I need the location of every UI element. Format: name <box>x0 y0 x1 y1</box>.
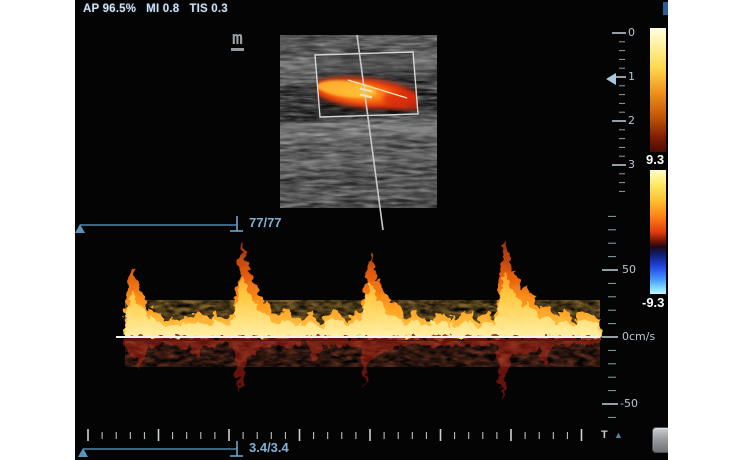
graphics-layer <box>75 32 626 457</box>
depth-label-0: 0 <box>628 26 635 39</box>
velocity-ruler <box>602 215 618 418</box>
caliper-bottom-label: 3.4/3.4 <box>249 440 289 455</box>
sweep-arrow-icon: ▲ <box>614 430 623 440</box>
color-flow-region <box>315 52 418 117</box>
baseline-label: 0cm/s <box>622 330 656 343</box>
ultrasound-display: AP 96.5% MI 0.8 TIS 0.3 m 0 1 2 3 9.3 -9… <box>75 0 668 460</box>
acoustic-power-value: AP 96.5% <box>83 3 137 15</box>
spectral-waveform-core <box>125 271 600 337</box>
flow-max-label: 9.3 <box>646 152 665 167</box>
depth-label-1: 1 <box>628 70 635 83</box>
caliper-bottom[interactable] <box>78 441 243 457</box>
time-ruler <box>87 429 583 441</box>
color-flow-bar <box>650 170 666 294</box>
color-box[interactable] <box>314 51 419 118</box>
caliper-top-label: 77/77 <box>249 215 282 230</box>
control-button[interactable] <box>652 427 668 453</box>
depth-ruler <box>612 32 626 192</box>
bmode-image <box>280 35 437 208</box>
status-bar: AP 96.5% MI 0.8 TIS 0.3 <box>83 3 228 15</box>
sweep-t-marker: T <box>601 429 608 441</box>
mirror-noise-band <box>125 341 600 367</box>
caliper-top[interactable] <box>75 216 243 233</box>
brand-logo: m <box>231 28 244 51</box>
page-indicator <box>663 2 668 15</box>
doppler-beam-line[interactable] <box>356 34 384 231</box>
tis-value: TIS 0.3 <box>189 3 228 15</box>
depth-label-3: 3 <box>628 158 635 171</box>
velocity-label-upper: 50 <box>622 263 636 276</box>
chroma-bar <box>650 28 666 152</box>
mi-value: MI 0.8 <box>146 3 180 15</box>
depth-label-2: 2 <box>628 114 635 127</box>
flow-min-label: -9.3 <box>642 295 665 310</box>
velocity-label-lower: -50 <box>620 397 638 410</box>
angle-correct-line[interactable] <box>347 79 408 99</box>
sample-gate[interactable] <box>359 87 373 99</box>
focus-marker[interactable] <box>606 73 616 85</box>
